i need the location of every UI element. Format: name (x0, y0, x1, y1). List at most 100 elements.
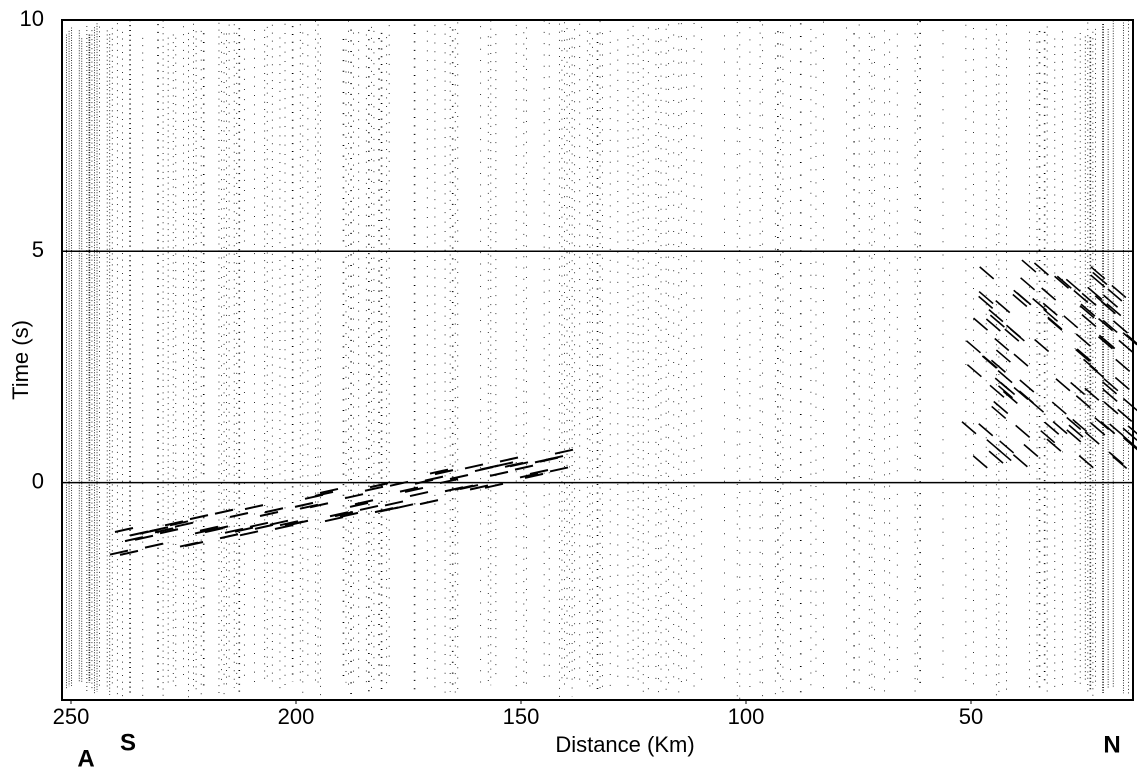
arrival-wiggle (994, 337, 1010, 352)
arrival-wiggle (254, 523, 274, 530)
arrival-wiggle (334, 511, 354, 518)
annotation: A (77, 745, 94, 772)
arrival-wiggle (978, 423, 994, 437)
arrival-wiggle (1023, 443, 1039, 458)
y-tick-label: 10 (20, 6, 44, 31)
arrival-wiggle (409, 491, 429, 498)
arrival-wiggle (1114, 376, 1130, 391)
arrival-wiggle (1109, 423, 1125, 437)
arrival-wiggle (1073, 289, 1089, 304)
arrival-wiggle (1102, 388, 1118, 402)
arrival-wiggle (1103, 294, 1119, 308)
arrival-wiggle (1090, 274, 1106, 288)
arrival-wiggle (424, 475, 444, 482)
arrival-wiggle (169, 520, 189, 527)
arrival-wiggle (1072, 418, 1088, 433)
arrival-wiggle (995, 349, 1011, 363)
arrival-wiggle (234, 526, 254, 533)
arrival-wiggle (1047, 316, 1063, 330)
arrival-wiggle (144, 542, 164, 549)
arrival-wiggle (264, 507, 284, 514)
arrival-wiggle (1034, 338, 1050, 353)
arrival-wiggle (324, 516, 344, 523)
arrival-wiggle (1032, 297, 1048, 312)
arrival-wiggle (219, 533, 239, 540)
arrival-wiggle (429, 468, 449, 475)
arrival-wiggle (464, 463, 484, 470)
arrival-wiggle (354, 499, 374, 506)
arrival-wiggle (1083, 358, 1099, 373)
arrival-wiggle (514, 464, 534, 471)
arrival-wiggle (309, 502, 329, 509)
arrival-wiggle (159, 528, 179, 535)
arrival-wiggle (549, 466, 569, 473)
arrival-wiggle (997, 369, 1013, 384)
arrival-wiggle (972, 455, 988, 469)
arrival-wiggle (1018, 390, 1034, 404)
arrival-wiggle (999, 440, 1015, 454)
arrival-wiggle (1118, 339, 1134, 354)
arrival-wiggle (1111, 284, 1127, 299)
arrival-wiggle (1108, 451, 1124, 465)
arrival-wiggle (119, 549, 139, 556)
arrival-wiggle (149, 526, 169, 533)
arrival-wiggle (1041, 287, 1057, 301)
arrival-wiggle (1056, 275, 1072, 289)
arrival-wiggle (294, 501, 314, 508)
arrival-wiggle (289, 519, 309, 526)
arrival-wiggle (434, 469, 454, 476)
arrival-wiggle (449, 474, 469, 480)
arrival-wiggle (244, 504, 264, 511)
arrival-wiggle (359, 504, 379, 511)
arrival-wiggle (1065, 278, 1081, 292)
arrival-wiggle (1123, 437, 1137, 451)
arrival-wiggle (199, 525, 219, 532)
arrival-wiggle (1078, 455, 1094, 469)
arrival-wiggle (384, 500, 404, 507)
arrival-wiggle (269, 519, 289, 526)
arrival-wiggle (985, 318, 1001, 332)
arrival-wiggle (369, 482, 389, 489)
y-tick-label: 5 (32, 237, 44, 262)
arrival-wiggle (494, 461, 514, 468)
arrival-wiggle (469, 484, 489, 491)
arrival-wiggle (1019, 379, 1035, 393)
arrival-wiggle (1084, 387, 1100, 401)
seismic-traces (66, 20, 1137, 700)
arrival-wiggle (489, 470, 509, 477)
arrival-wiggle (1122, 332, 1137, 346)
arrival-wiggle (961, 421, 977, 435)
arrival-wiggle (344, 493, 364, 500)
arrival-wiggle (1004, 328, 1020, 342)
arrival-wiggle (991, 405, 1007, 420)
x-tick-label: 200 (278, 704, 315, 729)
arrival-wiggle (1043, 308, 1059, 322)
arrival-wiggle (1102, 381, 1118, 395)
arrival-wiggle (1080, 303, 1096, 317)
arrival-wiggle (1068, 424, 1084, 438)
arrival-wiggle (1021, 259, 1037, 273)
arrival-wiggle (544, 455, 564, 462)
arrival-wiggle (394, 503, 414, 510)
arrival-wiggle (279, 520, 299, 527)
arrival-wiggle (114, 526, 134, 533)
arrival-wiggle (978, 295, 994, 309)
annotation: S (120, 729, 136, 756)
arrival-wiggle (209, 525, 229, 532)
arrival-wiggle (1012, 454, 1028, 468)
arrival-wiggle (509, 461, 529, 468)
arrival-wiggle (1075, 348, 1091, 363)
arrival-wiggle (1090, 422, 1106, 436)
arrival-wiggle (1042, 302, 1058, 316)
arrival-wiggle (1115, 358, 1131, 372)
arrival-wiggle (314, 490, 334, 497)
arrival-wiggle (995, 300, 1011, 314)
x-axis-label: Distance (Km) (555, 732, 694, 757)
arrival-wiggle (990, 359, 1006, 373)
arrival-wiggle (404, 486, 424, 493)
arrival-wiggle (1075, 333, 1091, 347)
arrival-wiggle (259, 511, 279, 517)
arrival-wiggle (189, 514, 209, 521)
